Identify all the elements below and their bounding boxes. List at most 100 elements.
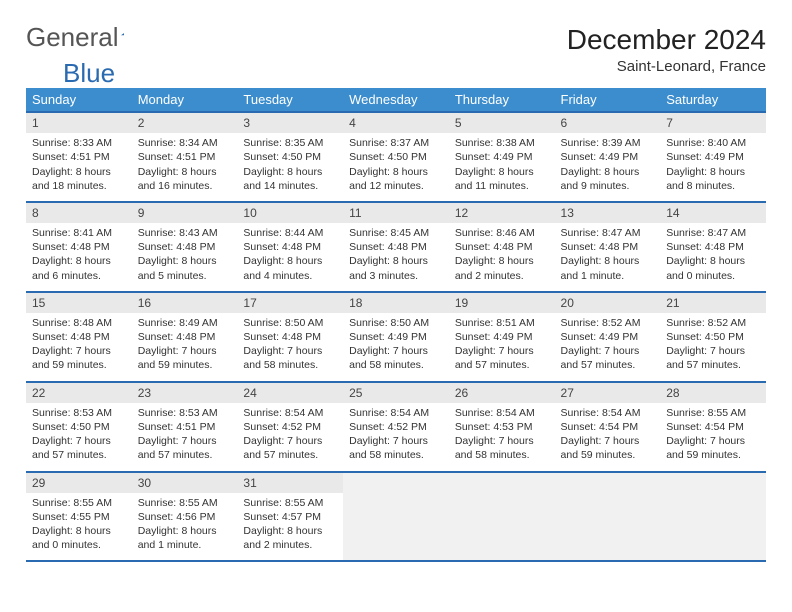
- calendar-day-cell: 16Sunrise: 8:49 AMSunset: 4:48 PMDayligh…: [132, 292, 238, 382]
- day-info-line: Sunrise: 8:55 AM: [138, 496, 232, 510]
- day-info-line: Sunrise: 8:52 AM: [561, 316, 655, 330]
- day-info-line: and 11 minutes.: [455, 179, 549, 193]
- day-info-line: Daylight: 7 hours: [349, 344, 443, 358]
- day-info-line: and 4 minutes.: [243, 269, 337, 283]
- day-number: 30: [132, 473, 238, 493]
- day-info-line: Sunrise: 8:49 AM: [138, 316, 232, 330]
- day-number: 22: [26, 383, 132, 403]
- day-info-line: Sunset: 4:51 PM: [138, 150, 232, 164]
- day-info-line: Daylight: 8 hours: [561, 254, 655, 268]
- day-info-line: Daylight: 7 hours: [455, 344, 549, 358]
- day-info-line: Daylight: 7 hours: [243, 434, 337, 448]
- day-info-line: Daylight: 8 hours: [455, 254, 549, 268]
- day-info-line: and 1 minute.: [561, 269, 655, 283]
- day-info-line: Sunrise: 8:40 AM: [666, 136, 760, 150]
- calendar-day-cell: 28Sunrise: 8:55 AMSunset: 4:54 PMDayligh…: [660, 382, 766, 472]
- day-info: Sunrise: 8:54 AMSunset: 4:53 PMDaylight:…: [449, 403, 555, 471]
- day-info: Sunrise: 8:55 AMSunset: 4:54 PMDaylight:…: [660, 403, 766, 471]
- day-info-line: Daylight: 7 hours: [243, 344, 337, 358]
- day-info-line: Sunrise: 8:35 AM: [243, 136, 337, 150]
- day-info-line: Sunset: 4:48 PM: [243, 330, 337, 344]
- day-info: Sunrise: 8:55 AMSunset: 4:55 PMDaylight:…: [26, 493, 132, 561]
- day-number: 12: [449, 203, 555, 223]
- day-info-line: Daylight: 8 hours: [32, 524, 126, 538]
- day-info-line: and 0 minutes.: [32, 538, 126, 552]
- day-info: Sunrise: 8:49 AMSunset: 4:48 PMDaylight:…: [132, 313, 238, 381]
- day-info-line: Sunset: 4:54 PM: [666, 420, 760, 434]
- day-info-line: Sunrise: 8:55 AM: [666, 406, 760, 420]
- calendar-day-cell: 3Sunrise: 8:35 AMSunset: 4:50 PMDaylight…: [237, 112, 343, 202]
- day-info: Sunrise: 8:54 AMSunset: 4:52 PMDaylight:…: [343, 403, 449, 471]
- day-info-line: Daylight: 7 hours: [561, 434, 655, 448]
- day-number: 19: [449, 293, 555, 313]
- day-info-line: Sunset: 4:50 PM: [349, 150, 443, 164]
- brand-part1: General: [26, 24, 119, 50]
- day-info-line: Sunset: 4:48 PM: [138, 330, 232, 344]
- day-info: Sunrise: 8:55 AMSunset: 4:57 PMDaylight:…: [237, 493, 343, 561]
- day-info: Sunrise: 8:40 AMSunset: 4:49 PMDaylight:…: [660, 133, 766, 201]
- calendar-week-row: 29Sunrise: 8:55 AMSunset: 4:55 PMDayligh…: [26, 472, 766, 562]
- day-number: 31: [237, 473, 343, 493]
- day-info: Sunrise: 8:54 AMSunset: 4:54 PMDaylight:…: [555, 403, 661, 471]
- day-info-line: Sunset: 4:49 PM: [455, 330, 549, 344]
- day-info-line: Daylight: 8 hours: [243, 165, 337, 179]
- weekday-header: Saturday: [660, 88, 766, 112]
- day-info-line: Daylight: 8 hours: [243, 254, 337, 268]
- day-info: Sunrise: 8:53 AMSunset: 4:50 PMDaylight:…: [26, 403, 132, 471]
- day-info: Sunrise: 8:43 AMSunset: 4:48 PMDaylight:…: [132, 223, 238, 291]
- day-info-line: and 1 minute.: [138, 538, 232, 552]
- calendar-day-cell: 9Sunrise: 8:43 AMSunset: 4:48 PMDaylight…: [132, 202, 238, 292]
- calendar-week-row: 1Sunrise: 8:33 AMSunset: 4:51 PMDaylight…: [26, 112, 766, 202]
- day-info: Sunrise: 8:53 AMSunset: 4:51 PMDaylight:…: [132, 403, 238, 471]
- day-info-line: Daylight: 8 hours: [455, 165, 549, 179]
- brand-part2: Blue: [63, 58, 115, 88]
- day-info-line: Sunrise: 8:55 AM: [243, 496, 337, 510]
- day-info-line: and 9 minutes.: [561, 179, 655, 193]
- day-info-line: Daylight: 8 hours: [243, 524, 337, 538]
- day-info-line: and 57 minutes.: [666, 358, 760, 372]
- day-info-line: Daylight: 7 hours: [666, 434, 760, 448]
- day-info-line: and 8 minutes.: [666, 179, 760, 193]
- weekday-header: Tuesday: [237, 88, 343, 112]
- calendar-day-cell: 23Sunrise: 8:53 AMSunset: 4:51 PMDayligh…: [132, 382, 238, 472]
- day-info-line: and 57 minutes.: [455, 358, 549, 372]
- day-info: Sunrise: 8:44 AMSunset: 4:48 PMDaylight:…: [237, 223, 343, 291]
- day-info-line: Sunrise: 8:53 AM: [32, 406, 126, 420]
- day-info-line: Daylight: 7 hours: [138, 434, 232, 448]
- day-info-line: and 59 minutes.: [561, 448, 655, 462]
- day-info-line: Daylight: 7 hours: [666, 344, 760, 358]
- weekday-header: Friday: [555, 88, 661, 112]
- day-info-line: Sunset: 4:57 PM: [243, 510, 337, 524]
- day-info-line: Sunset: 4:49 PM: [666, 150, 760, 164]
- calendar-day-cell: 5Sunrise: 8:38 AMSunset: 4:49 PMDaylight…: [449, 112, 555, 202]
- day-info-line: Sunset: 4:48 PM: [32, 240, 126, 254]
- day-info-line: Sunset: 4:50 PM: [243, 150, 337, 164]
- day-info-line: and 0 minutes.: [666, 269, 760, 283]
- day-info-line: Daylight: 8 hours: [349, 254, 443, 268]
- day-info: Sunrise: 8:48 AMSunset: 4:48 PMDaylight:…: [26, 313, 132, 381]
- day-info-line: and 6 minutes.: [32, 269, 126, 283]
- day-info-line: Daylight: 8 hours: [349, 165, 443, 179]
- day-number: 14: [660, 203, 766, 223]
- calendar-table: Sunday Monday Tuesday Wednesday Thursday…: [26, 88, 766, 562]
- day-number: 28: [660, 383, 766, 403]
- day-info-line: Sunrise: 8:34 AM: [138, 136, 232, 150]
- day-number: 11: [343, 203, 449, 223]
- day-info-line: Sunrise: 8:52 AM: [666, 316, 760, 330]
- day-number: 16: [132, 293, 238, 313]
- calendar-day-cell: 24Sunrise: 8:54 AMSunset: 4:52 PMDayligh…: [237, 382, 343, 472]
- day-info-line: Sunset: 4:51 PM: [138, 420, 232, 434]
- calendar-day-cell: 14Sunrise: 8:47 AMSunset: 4:48 PMDayligh…: [660, 202, 766, 292]
- day-info-line: Sunset: 4:55 PM: [32, 510, 126, 524]
- day-info-line: Daylight: 7 hours: [138, 344, 232, 358]
- day-number: 26: [449, 383, 555, 403]
- calendar-day-cell: 19Sunrise: 8:51 AMSunset: 4:49 PMDayligh…: [449, 292, 555, 382]
- day-info-line: Sunrise: 8:37 AM: [349, 136, 443, 150]
- day-number: 21: [660, 293, 766, 313]
- day-number: 1: [26, 113, 132, 133]
- calendar-head: Sunday Monday Tuesday Wednesday Thursday…: [26, 88, 766, 112]
- day-info-line: and 57 minutes.: [561, 358, 655, 372]
- day-info-line: Sunset: 4:49 PM: [455, 150, 549, 164]
- brand-triangle-icon: [121, 26, 125, 42]
- day-info-line: Sunrise: 8:48 AM: [32, 316, 126, 330]
